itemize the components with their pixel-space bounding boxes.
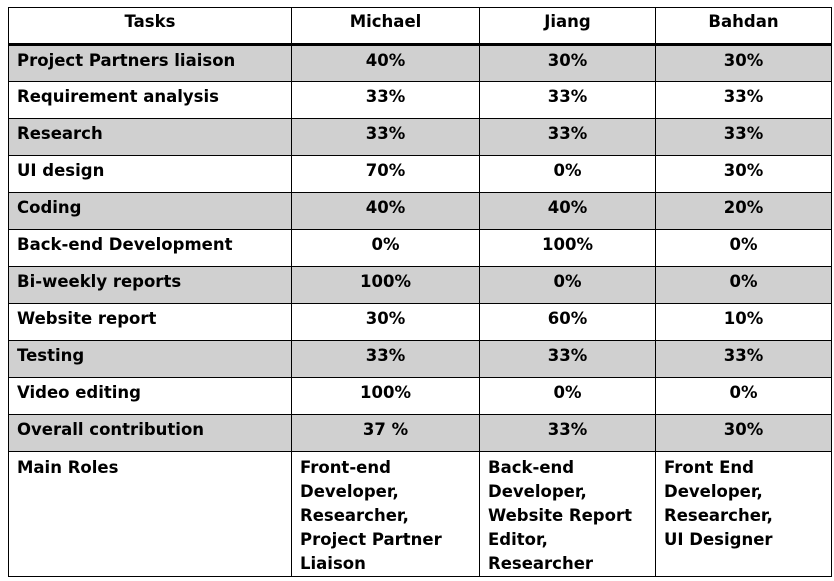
header-tasks: Tasks	[8, 7, 292, 46]
michael-cell: 100%	[291, 377, 480, 415]
main-roles-label: Main Roles	[8, 451, 292, 577]
table-row: Overall contribution 37 % 33% 30%	[8, 414, 832, 452]
header-jiang: Jiang	[479, 7, 656, 46]
task-cell: Project Partners liaison	[8, 44, 292, 82]
jiang-cell: 100%	[479, 229, 656, 267]
bahdan-cell: 10%	[655, 303, 832, 341]
table-row: Project Partners liaison 40% 30% 30%	[8, 44, 832, 82]
jiang-cell: 33%	[479, 81, 656, 119]
jiang-cell: 0%	[479, 155, 656, 193]
michael-cell: 70%	[291, 155, 480, 193]
task-cell: Bi-weekly reports	[8, 266, 292, 304]
bahdan-cell: 33%	[655, 118, 832, 156]
bahdan-cell: 0%	[655, 229, 832, 267]
bahdan-roles: Front End Developer, Researcher, UI Desi…	[655, 451, 832, 577]
table-row: UI design 70% 0% 30%	[8, 155, 832, 193]
task-cell: Video editing	[8, 377, 292, 415]
header-bahdan: Bahdan	[655, 7, 832, 46]
table-row: Bi-weekly reports 100% 0% 0%	[8, 266, 832, 304]
michael-cell: 40%	[291, 44, 480, 82]
task-cell: Research	[8, 118, 292, 156]
michael-cell: 100%	[291, 266, 480, 304]
bahdan-cell: 30%	[655, 414, 832, 452]
michael-cell: 30%	[291, 303, 480, 341]
task-cell: UI design	[8, 155, 292, 193]
michael-roles: Front-end Developer, Researcher, Project…	[291, 451, 480, 577]
task-cell: Overall contribution	[8, 414, 292, 452]
table-row: Website report 30% 60% 10%	[8, 303, 832, 341]
header-row: Tasks Michael Jiang Bahdan	[8, 7, 832, 46]
michael-cell: 37 %	[291, 414, 480, 452]
michael-cell: 0%	[291, 229, 480, 267]
contribution-table: Tasks Michael Jiang Bahdan Project Partn…	[8, 7, 832, 577]
jiang-roles: Back-end Developer, Website Report Edito…	[479, 451, 656, 577]
table-row: Research 33% 33% 33%	[8, 118, 832, 156]
jiang-cell: 33%	[479, 414, 656, 452]
task-cell: Testing	[8, 340, 292, 378]
task-cell: Coding	[8, 192, 292, 230]
table-row: Back-end Development 0% 100% 0%	[8, 229, 832, 267]
bahdan-cell: 33%	[655, 81, 832, 119]
bahdan-cell: 20%	[655, 192, 832, 230]
task-cell: Requirement analysis	[8, 81, 292, 119]
bahdan-cell: 30%	[655, 155, 832, 193]
jiang-cell: 30%	[479, 44, 656, 82]
bahdan-cell: 30%	[655, 44, 832, 82]
main-roles-row: Main Roles Front-end Developer, Research…	[8, 451, 832, 577]
jiang-cell: 0%	[479, 266, 656, 304]
task-cell: Website report	[8, 303, 292, 341]
table-row: Video editing 100% 0% 0%	[8, 377, 832, 415]
jiang-cell: 40%	[479, 192, 656, 230]
michael-cell: 33%	[291, 118, 480, 156]
task-cell: Back-end Development	[8, 229, 292, 267]
table-row: Coding 40% 40% 20%	[8, 192, 832, 230]
bahdan-cell: 33%	[655, 340, 832, 378]
table-row: Requirement analysis 33% 33% 33%	[8, 81, 832, 119]
table-row: Testing 33% 33% 33%	[8, 340, 832, 378]
michael-cell: 33%	[291, 340, 480, 378]
michael-cell: 33%	[291, 81, 480, 119]
jiang-cell: 33%	[479, 340, 656, 378]
michael-cell: 40%	[291, 192, 480, 230]
jiang-cell: 0%	[479, 377, 656, 415]
jiang-cell: 60%	[479, 303, 656, 341]
bahdan-cell: 0%	[655, 377, 832, 415]
jiang-cell: 33%	[479, 118, 656, 156]
bahdan-cell: 0%	[655, 266, 832, 304]
header-michael: Michael	[291, 7, 480, 46]
